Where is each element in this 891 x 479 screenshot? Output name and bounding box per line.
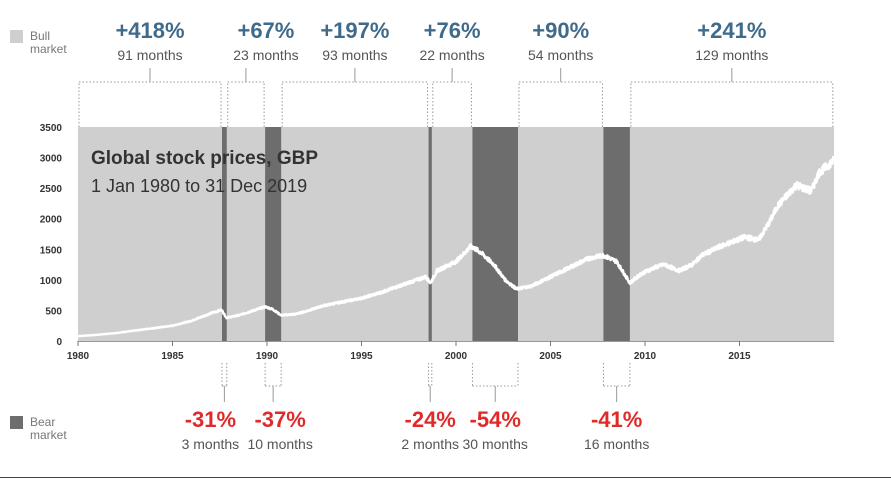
bull-market-duration: 93 months xyxy=(322,47,388,63)
bear-legend-label-line1: Bear xyxy=(30,415,56,429)
bull-market-return: +67% xyxy=(237,18,295,43)
y-tick-label: 500 xyxy=(45,306,62,317)
bull-market-duration: 91 months xyxy=(117,47,183,63)
bear-market-bracket xyxy=(471,363,519,402)
y-tick-label: 1000 xyxy=(40,276,63,287)
bull-market-return: +197% xyxy=(320,18,390,43)
bear-market-return: -41% xyxy=(590,407,643,432)
bear-market-return: -31% xyxy=(184,407,237,432)
bull-market-bracket xyxy=(78,68,222,127)
bull-market-bracket xyxy=(227,68,265,127)
x-tick-label: 2000 xyxy=(445,351,468,362)
bear-market-band xyxy=(265,127,282,341)
bear-market-bracket xyxy=(264,363,282,402)
bear-market-bracket xyxy=(221,363,228,402)
x-tick-label: 2010 xyxy=(634,351,657,362)
bear-legend-swatch xyxy=(10,416,23,429)
bear-market-bracket xyxy=(602,363,631,402)
y-tick-label: 2500 xyxy=(40,184,63,195)
x-tick-label: 2015 xyxy=(728,351,751,362)
bull-market-duration: 54 months xyxy=(528,47,594,63)
y-tick-label: 0 xyxy=(56,337,62,348)
bull-market-duration: 129 months xyxy=(695,47,769,63)
x-tick-label: 1995 xyxy=(350,351,373,362)
bull-market-duration: 22 months xyxy=(419,47,485,63)
bull-market-bracket xyxy=(518,68,603,127)
bear-market-return: -24% xyxy=(404,407,456,432)
bear-market-return: -37% xyxy=(254,407,306,432)
bear-market-band xyxy=(222,127,227,341)
chart-subtitle: 1 Jan 1980 to 31 Dec 2019 xyxy=(91,176,308,196)
bull-market-return: +418% xyxy=(115,18,185,43)
bull-market-return: +241% xyxy=(697,18,767,43)
bear-market-duration: 16 months xyxy=(583,436,650,452)
bear-market-duration: 30 months xyxy=(462,436,528,452)
y-tick-label: 3500 xyxy=(40,123,63,134)
x-tick-label: 1980 xyxy=(67,351,90,362)
x-tick-label: 2005 xyxy=(539,351,562,362)
bear-market-bracket xyxy=(428,363,433,402)
x-tick-label: 1985 xyxy=(161,351,184,362)
bear-legend-label-line2: market xyxy=(30,428,67,442)
bull-legend-label-line2: market xyxy=(30,42,67,56)
bull-market-return: +76% xyxy=(423,18,481,43)
bull-market-bracket xyxy=(432,68,472,127)
y-tick-label: 1500 xyxy=(40,245,63,256)
bear-market-return: -54% xyxy=(469,407,521,432)
bull-legend-swatch xyxy=(10,30,23,43)
bull-market-return: +90% xyxy=(532,18,590,43)
bull-market-bracket xyxy=(281,68,429,127)
bull-legend-label-line1: Bull xyxy=(30,29,51,43)
y-tick-label: 3000 xyxy=(40,154,63,165)
chart-title: Global stock prices, GBP xyxy=(91,148,319,169)
bear-market-duration: 2 months xyxy=(401,436,459,452)
bear-market-band xyxy=(603,127,630,341)
bottom-rule xyxy=(0,477,891,478)
bull-market-duration: 23 months xyxy=(233,47,299,63)
bear-market-band xyxy=(472,127,518,341)
x-tick-label: 1990 xyxy=(256,351,279,362)
bull-market-bracket xyxy=(630,68,834,127)
bear-market-band xyxy=(428,127,432,341)
bull-market-background xyxy=(78,127,834,341)
bear-market-duration: 10 months xyxy=(247,436,313,452)
price-line xyxy=(77,155,835,338)
bear-market-duration: 3 months xyxy=(181,436,240,452)
y-tick-label: 2000 xyxy=(40,215,63,226)
